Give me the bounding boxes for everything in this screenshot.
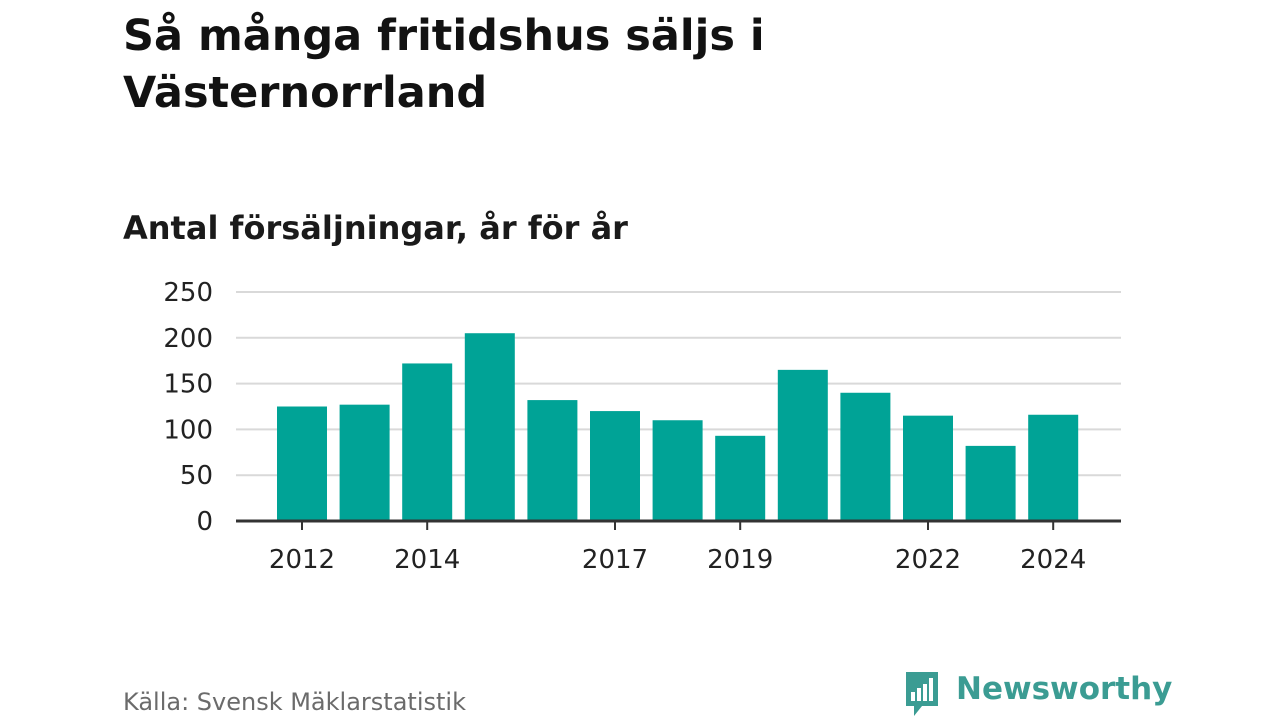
bar-2020: [777, 369, 828, 521]
y-tick-label: 50: [180, 461, 213, 491]
bar-2019: [715, 435, 766, 521]
y-tick-label: 200: [163, 324, 213, 354]
x-tick-label: 2017: [582, 545, 648, 575]
x-tick-label: 2024: [1020, 545, 1086, 575]
bar-2017: [590, 411, 640, 521]
bar-2022: [903, 415, 953, 521]
chart-subtitle: Antal försäljningar, år för år: [123, 209, 628, 247]
bar-2013: [339, 404, 390, 521]
y-tick-label: 250: [163, 278, 213, 308]
newsworthy-chart-bubble-icon: [906, 672, 938, 716]
y-tick-label: 100: [163, 415, 213, 445]
y-tick-label: 0: [196, 507, 213, 537]
bar-2023: [965, 445, 1016, 521]
bar-2021: [840, 392, 891, 521]
x-tick-label: 2022: [895, 545, 961, 575]
bar-2012: [277, 406, 327, 521]
bar-2015: [464, 333, 515, 521]
brand-name: Newsworthy: [956, 671, 1173, 707]
bar-2014: [402, 363, 453, 521]
bar-2016: [527, 400, 578, 521]
x-tick-label: 2014: [394, 545, 460, 575]
bar-2024: [1028, 414, 1079, 521]
bar-chart: 0 50 100 150 200 250 2012 2014 2017 2019 2022 2024: [163, 278, 1121, 575]
x-tick-label: 2019: [707, 545, 773, 575]
x-tick-label: 2012: [269, 545, 335, 575]
y-tick-label: 150: [163, 370, 213, 400]
source-note: Källa: Svensk Mäklarstatistik: [123, 688, 466, 716]
bar-2018: [652, 420, 703, 521]
brand-logo: Newsworthy: [902, 668, 1172, 720]
chart-title: Så många fritidshus säljs i Västernorrla…: [123, 11, 765, 118]
